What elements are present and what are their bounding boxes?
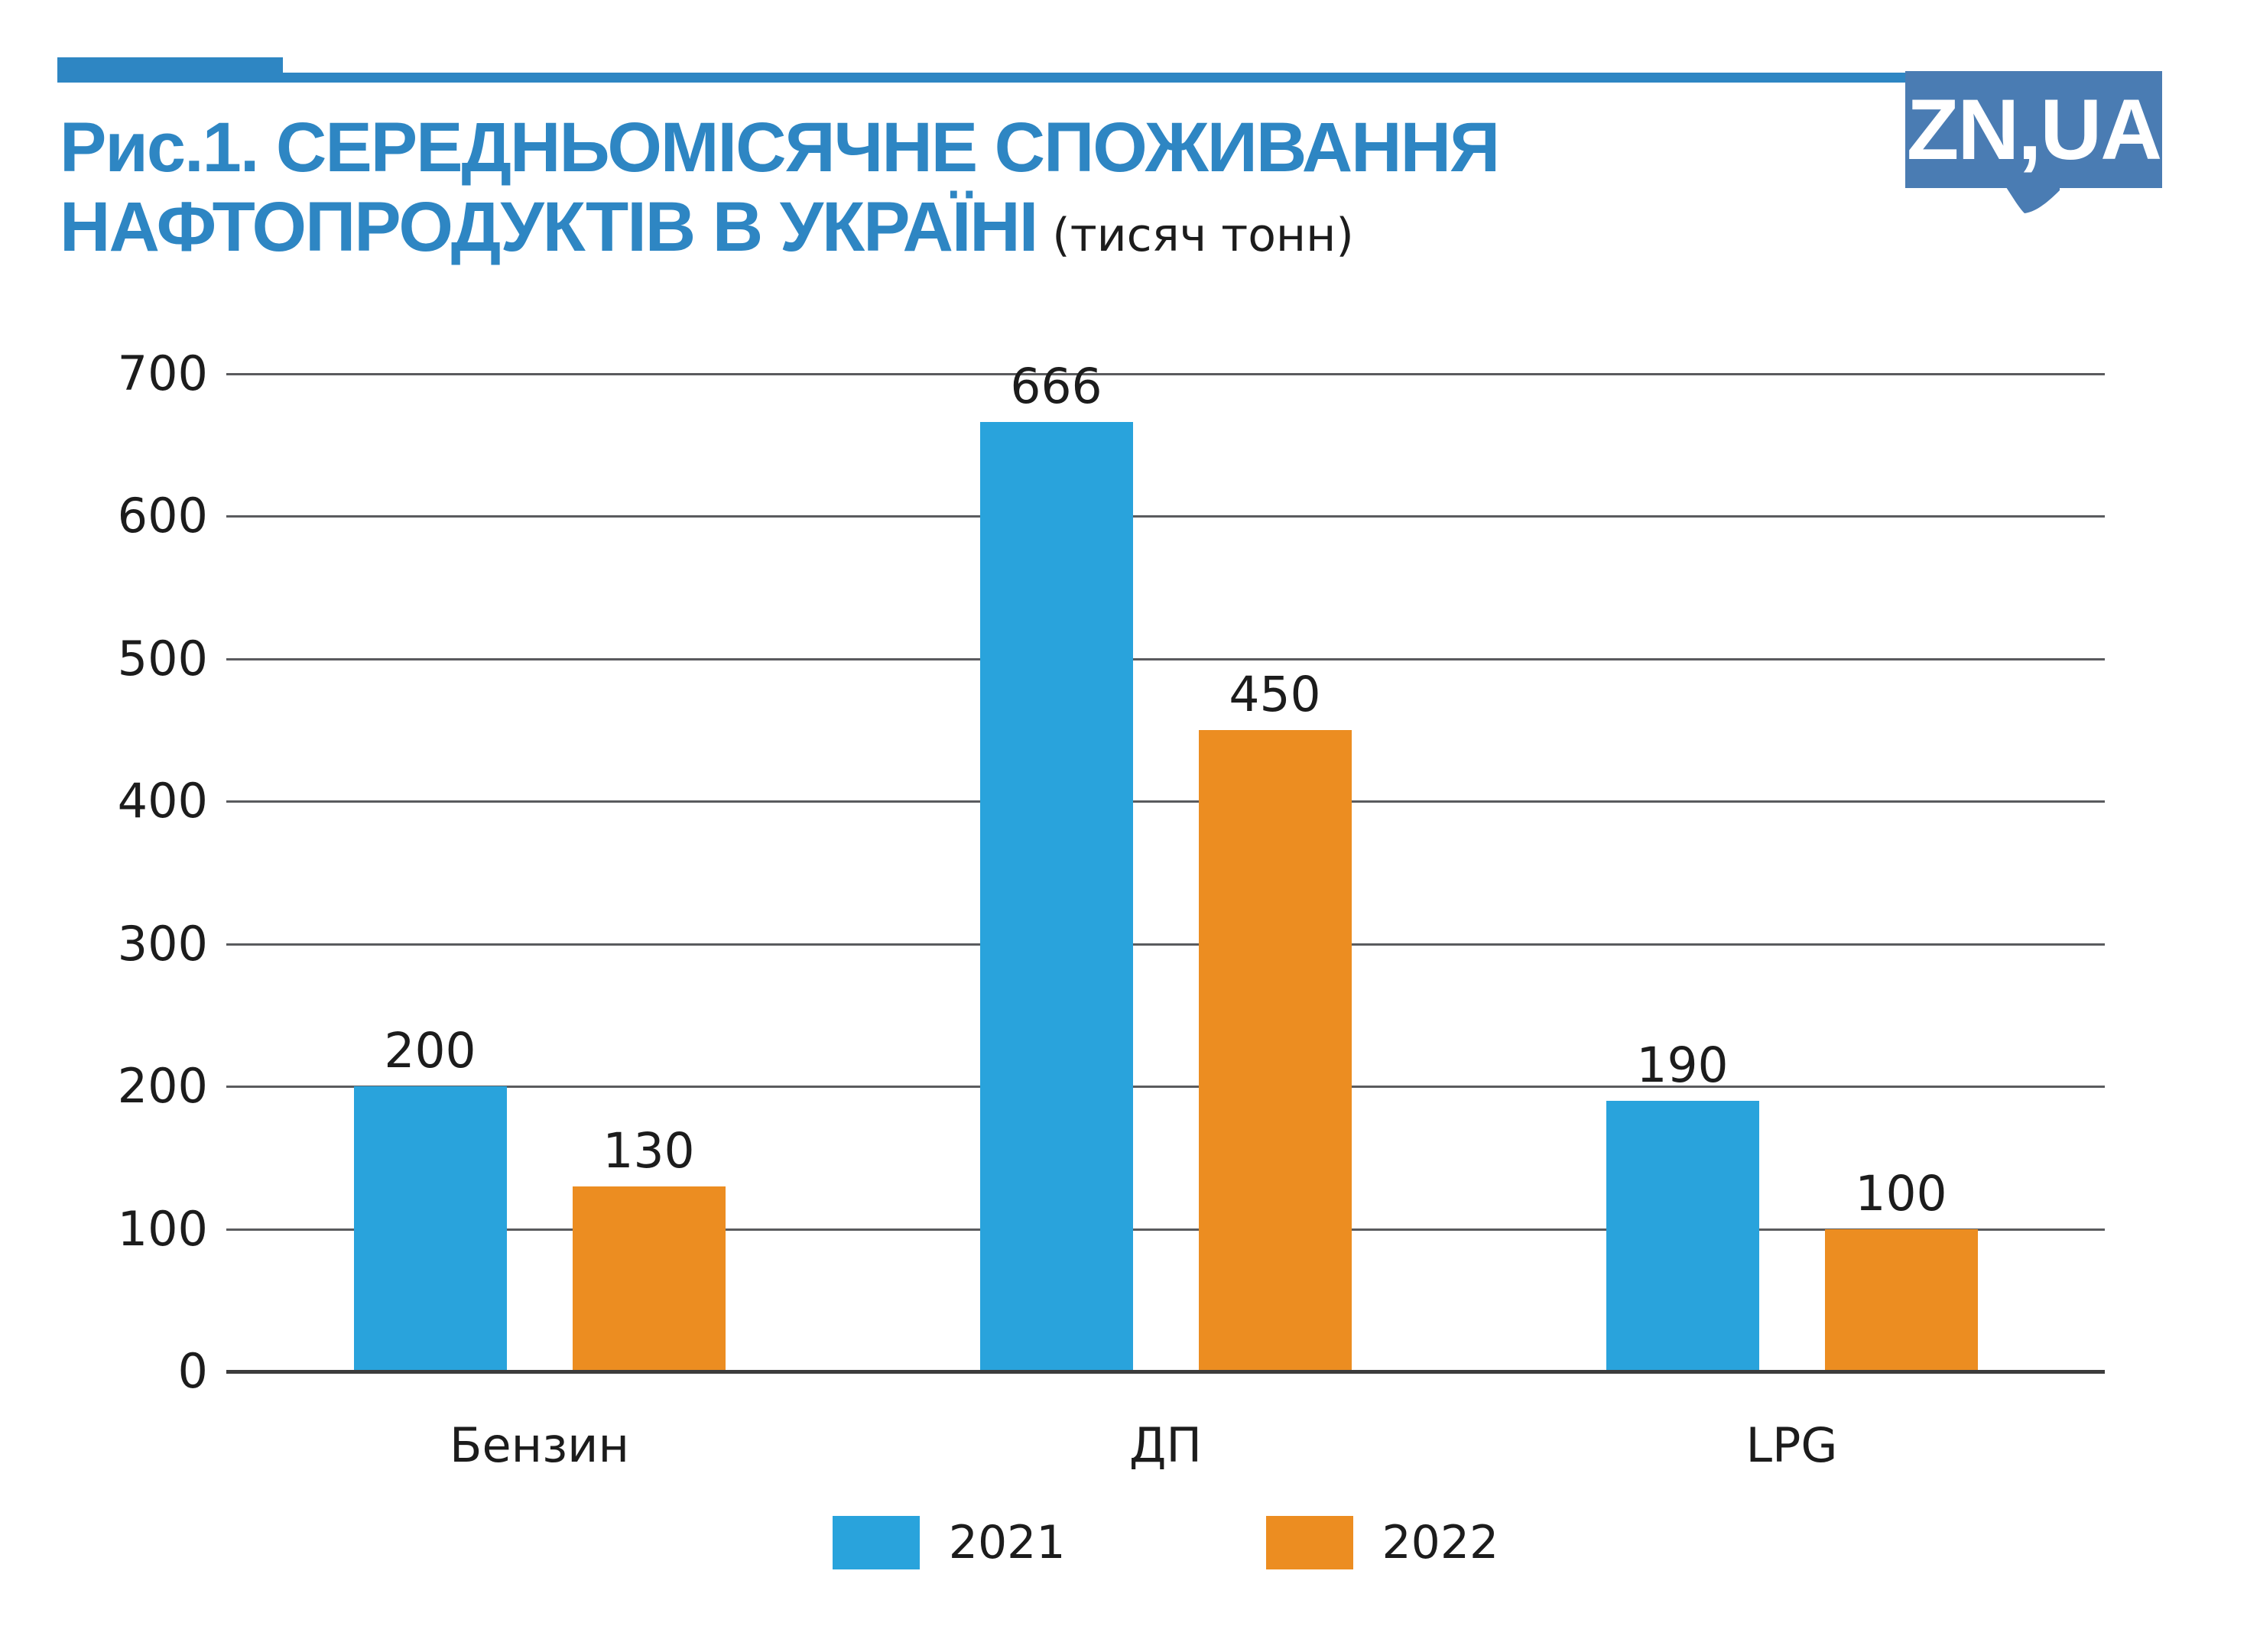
x-axis-line [226, 1370, 2105, 1374]
zn-ua-logo-text: ZN,UA [1906, 81, 2162, 177]
legend-label-2022: 2022 [1382, 1516, 1499, 1569]
value-label-2021-Бензин: 200 [384, 1023, 476, 1079]
value-label-2022-Бензин: 130 [602, 1122, 695, 1179]
chart-legend: 2021 2022 [226, 1516, 2105, 1569]
header-accent-block [57, 57, 283, 83]
gridline-y300 [226, 943, 2105, 946]
zn-ua-logo-tail [2006, 187, 2060, 213]
gridline-y200 [226, 1086, 2105, 1089]
y-tick-label-200: 200 [117, 1058, 208, 1115]
value-label-2021-LPG: 190 [1636, 1037, 1729, 1093]
value-label-2022-ДП: 450 [1229, 667, 1321, 723]
bar-2022-ДП [1198, 730, 1352, 1371]
bar-2022-LPG [1824, 1228, 1978, 1371]
bar-2022-Бензин [572, 1186, 726, 1371]
y-tick-label-500: 500 [117, 630, 208, 686]
gridline-y700 [226, 373, 2105, 375]
y-tick-label-300: 300 [117, 915, 208, 972]
legend-label-2021: 2021 [948, 1516, 1066, 1569]
figure-title-line1: Рис.1. СЕРЕДНЬОМІСЯЧНЕ СПОЖИВАННЯ [60, 109, 1500, 187]
gridline-y500 [226, 657, 2105, 660]
gridline-y600 [226, 515, 2105, 518]
category-label-LPG: LPG [1745, 1417, 1838, 1473]
bar-2021-LPG [1606, 1100, 1759, 1371]
y-tick-label-400: 400 [117, 773, 208, 829]
y-tick-label-700: 700 [117, 346, 208, 401]
legend-swatch-2021 [832, 1516, 920, 1569]
legend-swatch-2022 [1265, 1516, 1353, 1569]
legend-item-2022: 2022 [1265, 1516, 1499, 1569]
gridline-y400 [226, 800, 2105, 803]
figure-title-units: (тисяч тонн) [1052, 209, 1354, 262]
value-label-2021-ДП: 666 [1010, 359, 1102, 415]
y-tick-label-600: 600 [117, 488, 208, 544]
bar-2021-Бензин [353, 1086, 507, 1371]
figure-title-line2: НАФТОПРОДУКТІВ В УКРАЇНІ (тисяч тонн) [60, 189, 1354, 274]
gridline-y100 [226, 1228, 2105, 1231]
y-tick-label-0: 0 [177, 1343, 208, 1399]
bar-2021-ДП [979, 422, 1133, 1371]
category-label-ДП: ДП [1128, 1417, 1203, 1473]
value-label-2022-LPG: 100 [1855, 1165, 1947, 1222]
y-tick-label-100: 100 [117, 1200, 208, 1257]
zn-ua-logo: ZN,UA [1905, 71, 2162, 188]
legend-item-2021: 2021 [832, 1516, 1066, 1569]
figure-title-line2-text: НАФТОПРОДУКТІВ В УКРАЇНІ [60, 188, 1038, 266]
header-accent-line [283, 73, 1905, 83]
category-label-Бензин: Бензин [449, 1417, 629, 1473]
